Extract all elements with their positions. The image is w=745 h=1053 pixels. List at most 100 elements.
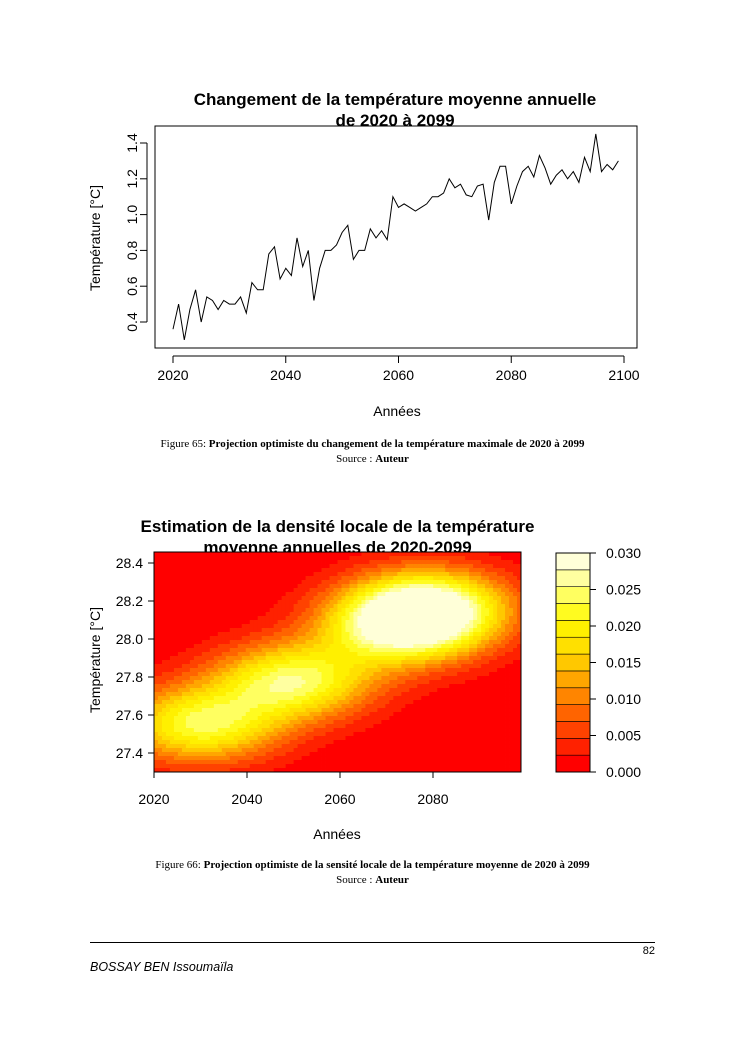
chart2-density-cell	[249, 756, 255, 761]
chart2-density-cell	[361, 584, 366, 589]
chart2-density-cell	[465, 672, 470, 677]
chart2-density-cell	[209, 748, 215, 753]
chart2-density-cell	[277, 656, 283, 661]
chart2-density-cell	[181, 684, 187, 689]
chart2-density-cell	[173, 708, 179, 713]
chart2-density-cell	[277, 640, 283, 645]
chart2-density-cell	[481, 720, 486, 725]
chart2-density-cell	[477, 724, 482, 729]
chart2-density-cell	[509, 564, 514, 569]
chart2-density-cell	[417, 652, 422, 657]
chart2-density-cell	[497, 628, 502, 633]
chart2-density-cell	[441, 616, 446, 621]
chart2-density-cell	[449, 728, 454, 733]
chart2-density-cell	[197, 764, 203, 769]
chart2-density-cell	[369, 640, 374, 645]
chart2-density-cell	[337, 552, 342, 557]
chart2-density-cell	[461, 744, 466, 749]
chart2-density-cell	[189, 692, 195, 697]
chart2-density-cell	[509, 620, 514, 625]
chart2-density-cell	[405, 712, 410, 717]
chart2-density-cell	[321, 612, 326, 617]
chart2-density-cell	[185, 708, 191, 713]
chart2-density-cell	[433, 656, 438, 661]
chart2-density-cell	[317, 724, 322, 729]
chart2-density-cell	[165, 632, 171, 637]
chart2-density-cell	[245, 740, 251, 745]
chart2-density-cell	[217, 700, 223, 705]
chart2-density-cell	[261, 692, 267, 697]
chart2-density-cell	[421, 552, 426, 557]
chart2-density-cell	[165, 608, 171, 613]
chart2-density-cell	[309, 664, 314, 669]
chart2-density-cell	[501, 688, 506, 693]
chart2-density-cell	[317, 624, 322, 629]
chart2-density-cell	[345, 668, 350, 673]
chart2-density-cell	[497, 636, 502, 641]
chart2-density-cell	[189, 708, 195, 713]
chart2-density-cell	[405, 620, 410, 625]
chart2-density-cell	[265, 636, 271, 641]
chart2-density-cell	[181, 740, 187, 745]
chart2-density-cell	[273, 600, 279, 605]
chart2-density-cell	[461, 608, 466, 613]
chart2-density-cell	[377, 644, 382, 649]
chart2-density-cell	[281, 620, 287, 625]
chart2-density-cell	[469, 584, 474, 589]
chart2-density-cell	[477, 612, 482, 617]
chart2-density-cell	[277, 580, 283, 585]
chart2-density-cell	[305, 620, 310, 625]
chart2-density-cell	[353, 740, 358, 745]
chart2-density-cell	[449, 716, 454, 721]
chart2-density-cell	[237, 568, 243, 573]
chart2-density-cell	[421, 620, 426, 625]
chart2-density-cell	[417, 768, 422, 773]
chart2-density-cell	[393, 696, 398, 701]
chart2-density-cell	[477, 744, 482, 749]
chart2-density-cell	[329, 712, 334, 717]
chart2-density-cell	[269, 696, 275, 701]
chart2-density-cell	[321, 736, 326, 741]
chart2-density-cell	[425, 684, 430, 689]
chart2-density-cell	[165, 592, 171, 597]
chart2-density-cell	[309, 732, 314, 737]
chart2-density-cell	[409, 616, 414, 621]
chart2-density-cell	[321, 688, 326, 693]
chart2-density-cell	[397, 704, 402, 709]
chart2-density-cell	[449, 700, 454, 705]
chart2-density-cell	[213, 652, 219, 657]
chart2-density-cell	[449, 644, 454, 649]
chart2-density-cell	[377, 680, 382, 685]
chart2-density-cell	[389, 696, 394, 701]
chart2-density-cell	[209, 616, 215, 621]
chart2-density-cell	[201, 740, 207, 745]
chart2-density-cell	[369, 636, 374, 641]
chart2-density-cell	[409, 696, 414, 701]
chart2-density-cell	[505, 696, 510, 701]
chart2-density-cell	[489, 620, 494, 625]
chart2-density-cell	[225, 580, 231, 585]
chart2-density-cell	[201, 748, 207, 753]
chart2-density-cell	[357, 700, 362, 705]
chart2-density-cell	[305, 576, 310, 581]
chart2-density-cell	[361, 768, 366, 773]
chart2-density-cell	[173, 756, 179, 761]
chart2-density-cell	[465, 592, 470, 597]
chart2-density-cell	[305, 704, 310, 709]
chart2-density-cell	[193, 740, 199, 745]
chart2-density-cell	[337, 684, 342, 689]
chart2-density-cell	[201, 556, 207, 561]
chart2-density-cell	[293, 668, 299, 673]
chart2-density-cell	[397, 632, 402, 637]
chart2-density-cell	[433, 592, 438, 597]
chart2-density-cell	[281, 764, 287, 769]
chart2-density-cell	[329, 724, 334, 729]
chart2-density-cell	[465, 660, 470, 665]
chart2-density-cell	[397, 608, 402, 613]
chart2-density-cell	[465, 736, 470, 741]
chart2-density-cell	[185, 756, 191, 761]
chart2-density-cell	[225, 688, 231, 693]
chart2-density-cell	[457, 756, 462, 761]
chart2-density-cell	[349, 732, 354, 737]
chart2-density-cell	[441, 756, 446, 761]
